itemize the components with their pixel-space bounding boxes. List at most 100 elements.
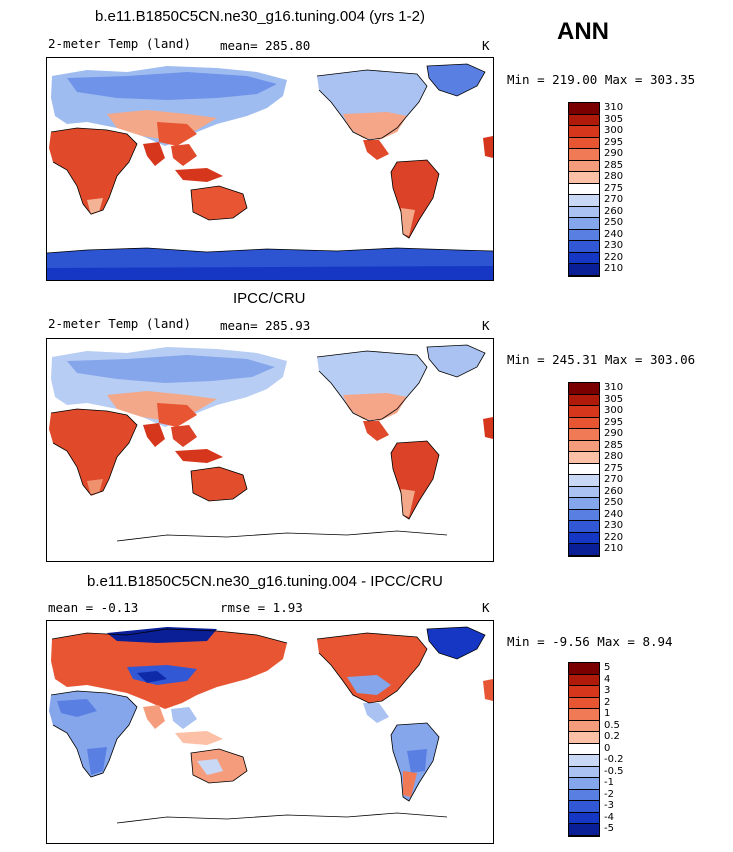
colorbar-swatch	[569, 137, 599, 149]
colorbar-tick-label: 300	[604, 125, 624, 136]
colorbar-tick-label: 4	[604, 673, 611, 685]
colorbar-swatch	[569, 218, 599, 230]
panel3-mean-label: mean = -0.13	[48, 600, 139, 615]
colorbar-tick-label: -0.2	[604, 754, 624, 765]
colorbar-swatch	[569, 532, 599, 544]
colorbar-tick-label: 210	[604, 543, 624, 554]
colorbar-swatch	[569, 486, 599, 498]
colorbar-tick-label: 270	[604, 194, 624, 205]
colorbar-swatch	[569, 440, 599, 452]
colorbar-tick-label: -4	[604, 811, 614, 823]
colorbar-tick-label: 230	[604, 240, 624, 251]
colorbar-tick-label: 240	[604, 228, 624, 240]
colorbar-tick-label: 295	[604, 136, 624, 148]
colorbar-swatch	[569, 789, 599, 801]
colorbar-tick-label: -2	[604, 788, 614, 800]
colorbar-swatch	[569, 674, 599, 686]
colorbar-tick-label: 275	[604, 462, 624, 474]
colorbar-tick-label: 0	[604, 742, 611, 754]
panel3-title: b.e11.B1850C5CN.ne30_g16.tuning.004 - IP…	[87, 573, 443, 590]
colorbar-tick-label: 2	[604, 696, 611, 708]
colorbar-swatch	[569, 417, 599, 429]
colorbar-swatch	[569, 732, 599, 744]
panel2-units-label: K	[482, 318, 490, 333]
colorbar-tick-label: 280	[604, 171, 624, 182]
colorbar-swatch	[569, 252, 599, 264]
colorbar-swatch	[569, 521, 599, 533]
colorbar-swatch	[569, 229, 599, 241]
colorbar-tick-label: 260	[604, 205, 624, 217]
panel1-field-label: 2-meter Temp (land)	[48, 36, 191, 51]
colorbar-tick-label: 220	[604, 251, 624, 263]
colorbar-swatch	[569, 195, 599, 207]
colorbar-swatch	[569, 778, 599, 790]
colorbar-swatch	[569, 160, 599, 172]
colorbar-tick-label: 310	[604, 102, 624, 113]
colorbar-tick-label: 210	[604, 263, 624, 274]
colorbar-tick-label: 290	[604, 148, 624, 159]
colorbar-swatch	[569, 103, 599, 115]
colorbar-tick-label: 290	[604, 428, 624, 439]
colorbar-swatch	[569, 114, 599, 126]
colorbar-tick-label: 295	[604, 416, 624, 428]
panel3-units-label: K	[482, 600, 490, 615]
colorbar-swatch	[569, 766, 599, 778]
colorbar-tick-label: 260	[604, 485, 624, 497]
colorbar-tick-label: 285	[604, 159, 624, 171]
panel1-mean-label: mean= 285.80	[220, 38, 311, 53]
colorbar-swatch	[569, 241, 599, 253]
colorbar-tick-label: 240	[604, 508, 624, 520]
colorbar-swatch	[569, 824, 599, 836]
panel2-map	[46, 338, 494, 562]
colorbar-tick-label: -1	[604, 777, 614, 788]
colorbar-swatch	[569, 206, 599, 218]
colorbar-swatch	[569, 429, 599, 441]
panel1-map	[46, 57, 494, 281]
colorbar-swatch	[569, 544, 599, 556]
colorbar-swatch	[569, 755, 599, 767]
colorbar-tick-label: 280	[604, 451, 624, 462]
colorbar-swatch	[569, 663, 599, 675]
panel2-title: IPCC/CRU	[233, 290, 306, 307]
panel1-minmax-label: Min = 219.00 Max = 303.35	[507, 72, 696, 87]
colorbar-tick-label: 270	[604, 474, 624, 485]
colorbar-swatch	[569, 383, 599, 395]
colorbar-swatch	[569, 709, 599, 721]
colorbar-swatch	[569, 149, 599, 161]
colorbar-tick-label: 250	[604, 497, 624, 508]
colorbar-tick-label: 305	[604, 393, 624, 405]
panel3-minmax-label: Min = -9.56 Max = 8.94	[507, 634, 673, 649]
colorbar-tick-label: 300	[604, 405, 624, 416]
panel1-title: b.e11.B1850C5CN.ne30_g16.tuning.004 (yrs…	[95, 8, 425, 25]
colorbar-tick-label: 230	[604, 520, 624, 531]
colorbar-swatch	[569, 394, 599, 406]
panel1-units-label: K	[482, 38, 490, 53]
colorbar-swatch	[569, 801, 599, 813]
colorbar-tick-label: 3	[604, 685, 611, 696]
colorbar-swatch	[569, 463, 599, 475]
season-label: ANN	[557, 18, 609, 45]
colorbar-swatch	[569, 812, 599, 824]
colorbar-tick-label: 0.2	[604, 731, 620, 742]
colorbar-swatch	[569, 183, 599, 195]
colorbar-swatch	[569, 406, 599, 418]
colorbar-swatch	[569, 264, 599, 276]
colorbar-swatch	[569, 172, 599, 184]
colorbar-tick-label: 310	[604, 382, 624, 393]
colorbar-swatch	[569, 475, 599, 487]
colorbar-swatch	[569, 697, 599, 709]
colorbar-tick-label: 5	[604, 662, 611, 673]
panel3-rmse-label: rmse = 1.93	[220, 600, 303, 615]
panel2-minmax-label: Min = 245.31 Max = 303.06	[507, 352, 696, 367]
colorbar-tick-label: 305	[604, 113, 624, 125]
colorbar-tick-label: 250	[604, 217, 624, 228]
colorbar-tick-label: 285	[604, 439, 624, 451]
panel2-field-label: 2-meter Temp (land)	[48, 316, 191, 331]
colorbar-tick-label: -5	[604, 823, 614, 834]
colorbar-tick-label: 1	[604, 708, 611, 719]
colorbar-swatch	[569, 686, 599, 698]
colorbar-swatch	[569, 452, 599, 464]
colorbar-tick-label: -0.5	[604, 765, 624, 777]
colorbar-swatch	[569, 509, 599, 521]
colorbar-swatch	[569, 720, 599, 732]
